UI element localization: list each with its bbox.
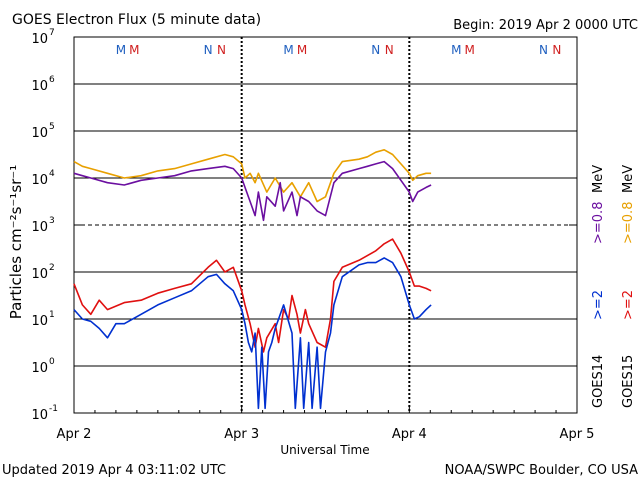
y-tick-exponent: 2 bbox=[49, 263, 55, 273]
satellite-marker: N bbox=[204, 43, 213, 57]
series-line bbox=[73, 238, 432, 353]
y-tick-exponent: 3 bbox=[49, 216, 55, 226]
x-tick-label: Apr 4 bbox=[392, 427, 427, 442]
credit-label: NOAA/SWPC Boulder, CO USA bbox=[445, 463, 638, 478]
legend-goes14-2mev: >=2 bbox=[591, 290, 606, 320]
chart-title: GOES Electron Flux (5 minute data) bbox=[12, 12, 261, 28]
satellite-marker: M bbox=[297, 43, 307, 57]
y-axis-label: Particles cm⁻²s⁻¹sr⁻¹ bbox=[7, 165, 25, 319]
legend-goes14-08mev: >=0.8 bbox=[591, 202, 606, 244]
satellite-marker: M bbox=[465, 43, 475, 57]
y-tick-exponent: 1 bbox=[49, 310, 55, 320]
y-tick-label: 10 bbox=[31, 361, 48, 376]
updated-label: Updated 2019 Apr 4 03:11:02 UTC bbox=[2, 463, 226, 478]
y-tick-label: 10 bbox=[31, 173, 48, 188]
satellite-marker: M bbox=[283, 43, 293, 57]
legend-goes15: GOES15 bbox=[621, 355, 636, 408]
legend-goes14: GOES14 bbox=[591, 355, 606, 408]
satellite-marker: N bbox=[371, 43, 380, 57]
satellite-marker: N bbox=[539, 43, 548, 57]
legend-goes15-08mev: >=0.8 bbox=[621, 202, 636, 244]
y-tick-exponent: 6 bbox=[49, 75, 55, 85]
legend-goes15-2mev: >=2 bbox=[621, 290, 636, 320]
series-line bbox=[73, 160, 432, 222]
y-tick-label: 10 bbox=[31, 126, 48, 141]
y-tick-label: 10 bbox=[31, 408, 48, 423]
x-tick-label: Apr 5 bbox=[560, 427, 595, 442]
satellite-marker: N bbox=[552, 43, 561, 57]
legend-mev-2: MeV bbox=[621, 165, 636, 193]
y-tick-label: 10 bbox=[31, 267, 48, 282]
satellite-marker: M bbox=[129, 43, 139, 57]
satellite-marker: N bbox=[217, 43, 226, 57]
legend-mev: MeV bbox=[591, 165, 606, 193]
series-line bbox=[73, 257, 432, 410]
legend: GOES14 >=2 >=0.8 MeV GOES15 >=2 >=0.8 Me… bbox=[591, 165, 636, 408]
x-tick-label: Apr 3 bbox=[224, 427, 259, 442]
y-tick-exponent: 0 bbox=[49, 357, 55, 367]
y-tick-exponent: 5 bbox=[49, 122, 55, 132]
y-tick-label: 10 bbox=[31, 220, 48, 235]
x-tick-label: Apr 2 bbox=[57, 427, 92, 442]
satellite-marker: N bbox=[385, 43, 394, 57]
day-boundaries bbox=[240, 37, 411, 413]
satellite-marker: M bbox=[116, 43, 126, 57]
x-axis-ticks: Apr 2 Apr 3 Apr 4 Apr 5 bbox=[57, 407, 595, 442]
x-axis-label: Universal Time bbox=[280, 443, 369, 457]
y-tick-label: 10 bbox=[31, 314, 48, 329]
y-tick-label: 10 bbox=[31, 79, 48, 94]
y-tick-label: 10 bbox=[31, 32, 48, 47]
y-tick-exponent: 4 bbox=[49, 169, 55, 179]
y-tick-exponent: 7 bbox=[49, 28, 55, 38]
y-tick-exponent: -1 bbox=[49, 404, 58, 414]
begin-label: Begin: 2019 Apr 2 0000 UTC bbox=[453, 18, 638, 33]
satellite-marker: M bbox=[451, 43, 461, 57]
data-series bbox=[73, 149, 432, 410]
